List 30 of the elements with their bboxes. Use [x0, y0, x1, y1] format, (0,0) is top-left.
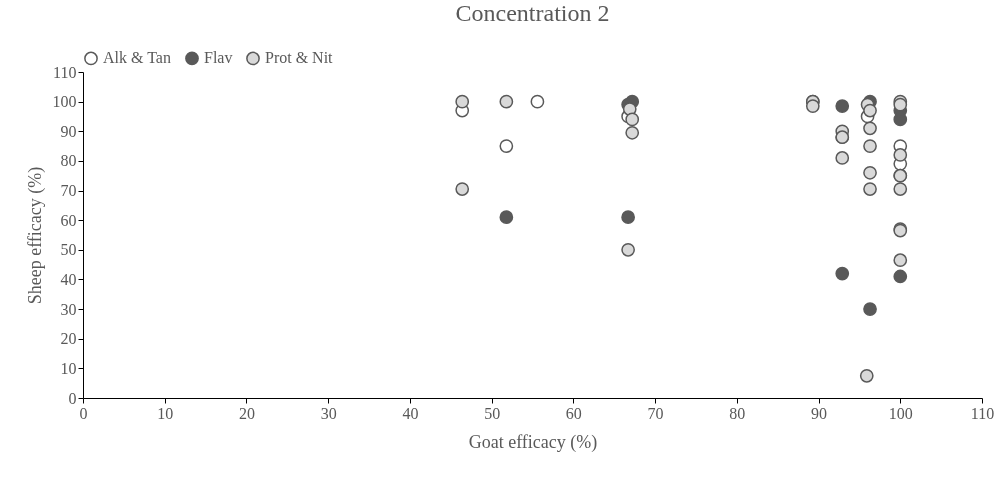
x-tick-label: 90	[811, 404, 828, 422]
y-tick-label: 110	[53, 63, 77, 81]
legend-label: Alk & Tan	[103, 49, 171, 67]
y-tick-label: 0	[68, 389, 77, 407]
y-tick-label: 40	[60, 270, 77, 288]
x-tick-label: 0	[79, 404, 88, 422]
y-tick-label: 20	[60, 330, 77, 348]
y-tick-label: 90	[60, 122, 77, 140]
x-tick-label: 40	[402, 404, 419, 422]
legend-label: Flav	[204, 49, 233, 67]
x-axis-title: Goat efficacy (%)	[468, 431, 598, 453]
x-tick-label: 60	[565, 404, 582, 422]
legend-label: Prot & Nit	[265, 49, 334, 67]
y-tick-label: 30	[60, 300, 77, 318]
x-tick-label: 80	[729, 404, 746, 422]
x-tick-label: 110	[970, 404, 995, 422]
x-tick-label: 50	[484, 404, 501, 422]
chart-title: Concentration 2	[455, 0, 610, 26]
x-tick-label: 70	[647, 404, 664, 422]
y-tick-label: 50	[60, 241, 77, 259]
y-tick-label: 100	[52, 93, 77, 111]
x-tick-label: 10	[157, 404, 174, 422]
x-tick-label: 100	[888, 404, 913, 422]
x-tick-label: 30	[320, 404, 337, 422]
x-tick-label: 20	[238, 404, 255, 422]
y-tick-label: 10	[60, 359, 77, 377]
y-tick-label: 80	[60, 152, 77, 170]
y-tick-label: 70	[60, 182, 77, 200]
y-tick-label: 60	[60, 211, 77, 229]
y-axis-title: Sheep efficacy (%)	[24, 166, 46, 305]
